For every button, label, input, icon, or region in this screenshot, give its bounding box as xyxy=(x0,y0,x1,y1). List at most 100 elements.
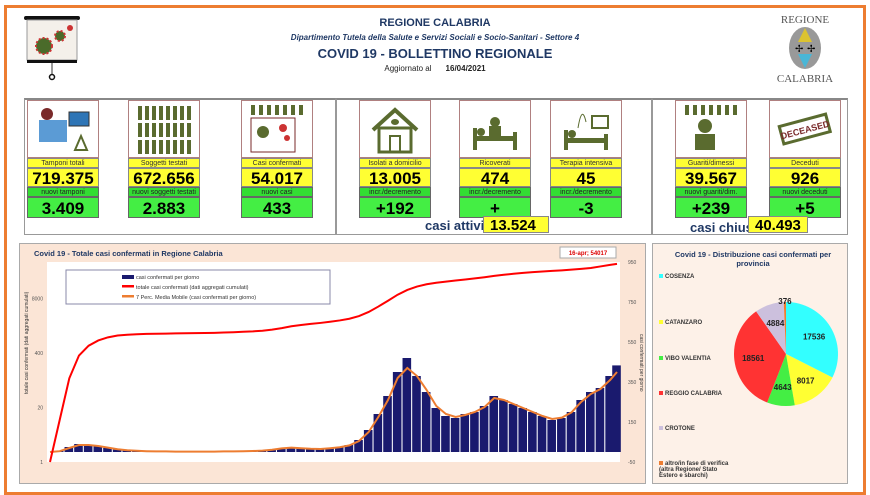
card-change-value: 433 xyxy=(241,197,313,218)
daily-cases-bar xyxy=(451,418,460,452)
card-icon-box xyxy=(550,100,622,158)
updated-label: Aggiornato al xyxy=(384,64,431,73)
daily-cases-bar xyxy=(528,412,537,452)
svg-text:✢: ✢ xyxy=(807,44,815,55)
pie-legend-entry: altro/in fase di verifica (altra Regione… xyxy=(659,461,729,479)
logo-top-text: REGIONE xyxy=(770,14,840,26)
daily-cases-bar xyxy=(499,400,508,452)
stat-card: Terapia intensiva 45 incr./decremento -3 xyxy=(550,100,622,218)
card-change-label: nuovi casi xyxy=(241,187,313,197)
left-tick-label: 20 xyxy=(37,406,43,412)
card-label: Tamponi totali xyxy=(27,158,99,168)
region-name: REGIONE CALABRIA xyxy=(0,17,870,29)
regione-calabria-logo: REGIONE ✢ ✢ CALABRIA xyxy=(770,14,840,85)
card-icon-box: DECEASED xyxy=(769,100,841,158)
daily-cases-bar xyxy=(489,396,498,452)
deceased-stamp-icon: DECEASED xyxy=(775,102,835,156)
cases-timeline-chart: Covid 19 - Totale casi confermati in Reg… xyxy=(19,243,646,484)
card-value: 45 xyxy=(550,168,622,187)
left-tick-label: 400 xyxy=(35,351,44,357)
card-change-value: +239 xyxy=(675,197,747,218)
province-pie-chart: Covid 19 - Distribuzione casi confermati… xyxy=(652,243,848,484)
card-icon-box xyxy=(128,100,200,158)
pie-value-label: 17536 xyxy=(803,333,826,342)
right-tick-label: 550 xyxy=(628,340,637,346)
legend-label: COSENZA xyxy=(665,274,694,280)
people-grid-icon xyxy=(134,102,194,156)
card-change-label: incr./decremento xyxy=(459,187,531,197)
daily-cases-bar xyxy=(470,412,479,452)
pie-value-label: 4643 xyxy=(774,383,792,392)
card-label: Casi confermati xyxy=(241,158,313,168)
card-change-value: -3 xyxy=(550,197,622,218)
department-name: Dipartimento Tutela della Salute e Servi… xyxy=(0,33,870,42)
stat-card: Casi confermati 54.017 nuovi casi 433 xyxy=(241,100,313,218)
card-label: Isolati a domicilio xyxy=(359,158,431,168)
stat-card: Isolati a domicilio 13.005 incr./decreme… xyxy=(359,100,431,218)
legend-label: VIBO VALENTIA xyxy=(665,356,711,362)
infected-person-icon xyxy=(247,102,307,156)
legend-swatch xyxy=(659,426,663,430)
pie-title: Covid 19 - Distribuzione casi confermati… xyxy=(673,250,833,268)
stat-card: DECEASED Deceduti 926 nuovi deceduti +5 xyxy=(769,100,841,218)
daily-cases-bar xyxy=(509,404,518,452)
card-change-value: +192 xyxy=(359,197,431,218)
card-label: Guariti/dimessi xyxy=(675,158,747,168)
card-label: Ricoverati xyxy=(459,158,531,168)
chart-title: Covid 19 - Totale casi confermati in Reg… xyxy=(34,249,223,258)
card-value: 926 xyxy=(769,168,841,187)
card-change-label: nuovi tamponi xyxy=(27,187,99,197)
last-value-annotation: 16-apr; 54017 xyxy=(569,251,608,257)
right-tick-label: 350 xyxy=(628,380,637,386)
recovered-person-icon xyxy=(681,102,741,156)
legend-swatch xyxy=(659,391,663,395)
right-axis-label: casi confermati per giorno xyxy=(638,334,644,392)
legend-label: CROTONE xyxy=(665,426,695,432)
daily-cases-bar xyxy=(441,416,450,452)
legend-swatch xyxy=(122,295,134,298)
pie-value-label: 18561 xyxy=(742,354,765,363)
card-label: Deceduti xyxy=(769,158,841,168)
intensive-care-icon xyxy=(556,102,616,156)
legend-swatch xyxy=(659,461,663,465)
right-tick-label: 150 xyxy=(628,420,637,426)
legend-swatch xyxy=(122,275,134,279)
card-change-value: 2.883 xyxy=(128,197,200,218)
right-tick-label: 750 xyxy=(628,300,637,306)
daily-cases-bar xyxy=(460,414,469,452)
daily-cases-bar xyxy=(557,418,566,452)
pie-value-label: 8017 xyxy=(797,377,815,386)
legend-swatch xyxy=(659,274,663,278)
logo-bottom-text: CALABRIA xyxy=(770,73,840,85)
active-cases-value: 13.524 xyxy=(483,216,549,233)
daily-cases-bar xyxy=(538,416,547,452)
stat-card: Tamponi totali 719.375 nuovi tamponi 3.4… xyxy=(27,100,99,218)
svg-text:✢: ✢ xyxy=(795,44,803,55)
house-icon xyxy=(365,102,425,156)
card-value: 474 xyxy=(459,168,531,187)
stat-card: Guariti/dimessi 39.567 nuovi guariti/dim… xyxy=(675,100,747,218)
card-change-label: nuovi deceduti xyxy=(769,187,841,197)
bulletin-title: COVID 19 - BOLLETTINO REGIONALE xyxy=(0,46,870,61)
card-value: 672.656 xyxy=(128,168,200,187)
pie-legend-entry: COSENZA xyxy=(659,274,769,280)
daily-cases-bar xyxy=(480,406,489,452)
right-tick-label: -50 xyxy=(628,460,635,466)
card-icon-box xyxy=(675,100,747,158)
left-axis-label: totale casi confermati (dati aggregati c… xyxy=(24,291,30,394)
legend-swatch xyxy=(122,285,134,288)
pie-value-label: 376 xyxy=(778,297,792,306)
card-value: 13.005 xyxy=(359,168,431,187)
card-icon-box xyxy=(27,100,99,158)
left-tick-label: 1 xyxy=(40,460,43,466)
closed-cases-label: casi chiusi xyxy=(690,220,756,235)
pie-value-label: 4884 xyxy=(766,319,784,328)
hospital-bed-icon xyxy=(465,102,525,156)
card-value: 39.567 xyxy=(675,168,747,187)
updated-date: 16/04/2021 xyxy=(446,64,486,73)
card-change-label: nuovi soggetti testati xyxy=(128,187,200,197)
legend-label: altro/in fase di verifica (altra Regione… xyxy=(659,461,728,479)
active-cases-label: casi attivi xyxy=(425,218,484,233)
right-tick-label: 950 xyxy=(628,260,637,266)
card-change-value: 3.409 xyxy=(27,197,99,218)
